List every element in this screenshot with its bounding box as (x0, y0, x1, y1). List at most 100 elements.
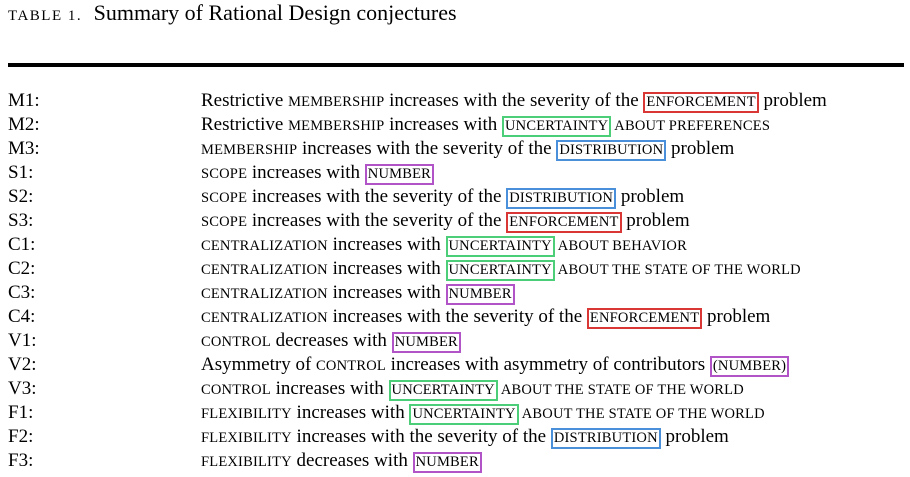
conjecture-text: problem (616, 186, 685, 207)
conjecture-statement: Restrictive membership increases with un… (201, 113, 770, 138)
conjecture-id: M3: (8, 138, 40, 159)
smallcaps-term: about behavior (554, 238, 687, 254)
conjecture-text: increases with (384, 114, 502, 135)
distribution-tag: distribution (556, 140, 667, 161)
table-row: F3: flexibility decreases with number (8, 449, 908, 473)
smallcaps-term: about the state of the world (497, 382, 744, 398)
distribution-tag: distribution (550, 428, 661, 449)
conjecture-id: F2: (8, 426, 34, 447)
table-row: F2: flexibility increases with the severi… (8, 425, 908, 449)
distribution-tag: distribution (506, 188, 617, 209)
conjecture-text: increases with (327, 258, 446, 279)
conjecture-text: increases with (327, 282, 446, 303)
table-row: M1: Restrictive membership increases with… (8, 89, 908, 113)
conjecture-statement: scope increases with the severity of the… (201, 209, 690, 234)
conjecture-statement: Asymmetry of control increases with asym… (201, 353, 790, 378)
conjecture-text: Restrictive (201, 90, 289, 111)
table-row: C4: centralization increases with the sev… (8, 305, 908, 329)
smallcaps-term: scope (201, 166, 248, 182)
table-row: F1: flexibility increases with uncertaint… (8, 401, 908, 425)
smallcaps-term: scope (201, 214, 248, 230)
table-label: Table 1. (8, 8, 83, 24)
table-row: V2: Asymmetry of control increases with a… (8, 353, 908, 377)
conjecture-statement: flexibility decreases with number (201, 449, 482, 474)
conjecture-id: C1: (8, 234, 36, 255)
enforcement-tag: enforcement (643, 92, 759, 113)
enforcement-tag: enforcement (586, 308, 703, 329)
conjecture-id: S2: (8, 186, 34, 207)
conjecture-text: increases with (327, 234, 446, 255)
uncertainty-tag: uncertainty (445, 260, 555, 281)
smallcaps-term: centralization (201, 262, 328, 278)
smallcaps-term: control (201, 334, 271, 350)
smallcaps-term: centralization (201, 238, 328, 254)
conjecture-text: increases with (247, 162, 365, 183)
smallcaps-term: about the state of the world (518, 406, 765, 422)
table-row: V1: control decreases with number (8, 329, 908, 353)
table-row: S1: scope increases with number (8, 161, 908, 185)
number-tag: number (391, 332, 461, 353)
table-row: C2: centralization increases with uncerta… (8, 257, 908, 281)
conjecture-statement: control decreases with number (201, 329, 461, 354)
conjecture-statement: centralization increases with uncertaint… (201, 233, 687, 258)
conjecture-statement: centralization increases with number (201, 281, 515, 306)
conjecture-statement: centralization increases with the severi… (201, 305, 770, 330)
conjecture-id: V1: (8, 330, 37, 351)
conjecture-statement: centralization increases with uncertaint… (201, 257, 801, 282)
smallcaps-term: centralization (201, 310, 328, 326)
conjecture-text: problem (758, 90, 827, 111)
smallcaps-term: flexibility (201, 430, 292, 446)
conjecture-statement: flexibility increases with uncertainty a… (201, 401, 765, 426)
smallcaps-term: flexibility (201, 406, 292, 422)
enforcement-tag: enforcement (506, 212, 622, 233)
conjecture-id: C2: (8, 258, 36, 279)
smallcaps-term: about the state of the world (554, 262, 801, 278)
top-rule (8, 63, 904, 67)
conjecture-text: increases with asymmetry of contributors (385, 354, 710, 375)
smallcaps-term: control (316, 358, 386, 374)
uncertainty-tag: uncertainty (502, 116, 612, 137)
smallcaps-term: scope (201, 190, 248, 206)
number-tag: number (412, 452, 482, 473)
smallcaps-term: membership (201, 142, 298, 158)
conjecture-text: increases with the severity of the (327, 306, 587, 327)
conjecture-id: S3: (8, 210, 34, 231)
conjecture-text: increases with the severity of the (291, 426, 551, 447)
conjecture-id: S1: (8, 162, 34, 183)
table-title: Table 1. Summary of Rational Design conj… (8, 0, 457, 26)
conjecture-text: decreases with (270, 330, 392, 351)
conjecture-text: decreases with (291, 450, 413, 471)
conjecture-statement: flexibility increases with the severity … (201, 425, 729, 450)
table-row: C1: centralization increases with uncerta… (8, 233, 908, 257)
conjecture-statement: scope increases with number (201, 161, 435, 186)
conjecture-id: M1: (8, 90, 40, 111)
table-row: M3: membership increases with the severit… (8, 137, 908, 161)
table-row: V3: control increases with uncertainty ab… (8, 377, 908, 401)
conjecture-text: problem (702, 306, 771, 327)
number-tag: number (364, 164, 435, 185)
number-tag: (number) (709, 356, 790, 377)
smallcaps-term: centralization (201, 286, 328, 302)
conjecture-text: Restrictive (201, 114, 289, 135)
conjecture-text: problem (666, 138, 735, 159)
table-title-text: Summary of Rational Design conjectures (93, 0, 457, 25)
smallcaps-term: control (201, 382, 271, 398)
smallcaps-term: flexibility (201, 454, 292, 470)
conjecture-id: F3: (8, 450, 34, 471)
conjecture-text: increases with the severity of the (247, 210, 507, 231)
conjecture-statement: control increases with uncertainty about… (201, 377, 744, 402)
uncertainty-tag: uncertainty (409, 404, 519, 425)
table-row: S3: scope increases with the severity of … (8, 209, 908, 233)
conjecture-text: problem (660, 426, 729, 447)
conjecture-text: Asymmetry of (201, 354, 317, 375)
number-tag: number (445, 284, 515, 305)
conjecture-list: M1: Restrictive membership increases with… (8, 89, 908, 473)
conjecture-text: increases with the severity of the (247, 186, 507, 207)
conjecture-id: V3: (8, 378, 37, 399)
conjecture-id: C3: (8, 282, 36, 303)
conjecture-id: F1: (8, 402, 34, 423)
uncertainty-tag: uncertainty (445, 236, 555, 257)
conjecture-statement: Restrictive membership increases with th… (201, 89, 827, 114)
conjecture-statement: membership increases with the severity o… (201, 137, 734, 162)
uncertainty-tag: uncertainty (388, 380, 498, 401)
